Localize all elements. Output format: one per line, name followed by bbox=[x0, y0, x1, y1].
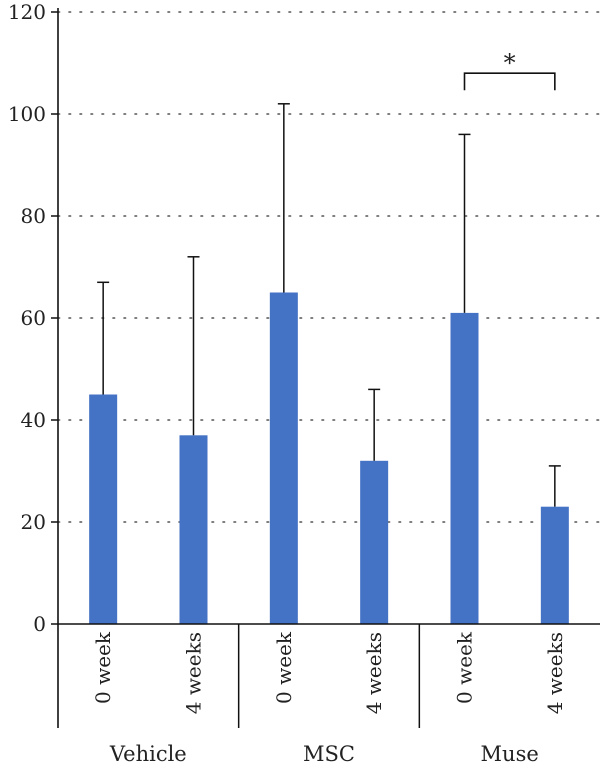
category-label-muse-0-week: 0 week bbox=[453, 631, 477, 704]
bar-muse-0-week bbox=[450, 312, 479, 624]
y-tick-label-20: 20 bbox=[21, 510, 46, 534]
category-label-msc-0-week: 0 week bbox=[272, 631, 296, 704]
group-label-vehicle: Vehicle bbox=[109, 742, 187, 765]
category-label-vehicle-0-week: 0 week bbox=[91, 631, 115, 704]
bar-msc-0-week bbox=[269, 292, 298, 624]
significance-bracket bbox=[463, 72, 556, 91]
gridlines bbox=[57, 11, 600, 523]
error-bars bbox=[97, 103, 561, 507]
bar-vehicle-4-weeks bbox=[179, 435, 208, 624]
y-tick-label-40: 40 bbox=[21, 408, 46, 432]
y-tick-label-100: 100 bbox=[8, 102, 46, 126]
significance-annotation: * bbox=[463, 49, 556, 91]
bar-msc-4-weeks bbox=[360, 460, 389, 624]
bars bbox=[89, 292, 569, 624]
category-label-muse-4-weeks: 4 weeks bbox=[543, 632, 567, 714]
group-label-msc: MSC bbox=[303, 742, 355, 765]
category-label-msc-4-weeks: 4 weeks bbox=[362, 632, 386, 714]
significance-star: * bbox=[504, 49, 516, 77]
bar-muse-4-weeks bbox=[540, 506, 569, 624]
category-label-vehicle-4-weeks: 4 weeks bbox=[182, 632, 206, 714]
bar-vehicle-0-week bbox=[89, 394, 118, 624]
y-tick-label-60: 60 bbox=[21, 306, 46, 330]
axes bbox=[51, 8, 600, 728]
labels: 0 20 40 60 80 100 120 0 week 4 weeks Vehicle 0 wee… bbox=[8, 0, 567, 765]
y-tick-label-0: 0 bbox=[33, 612, 46, 636]
y-tick-label-80: 80 bbox=[21, 204, 46, 228]
group-label-muse: Muse bbox=[481, 742, 539, 765]
y-tick-label-120: 120 bbox=[8, 0, 46, 24]
